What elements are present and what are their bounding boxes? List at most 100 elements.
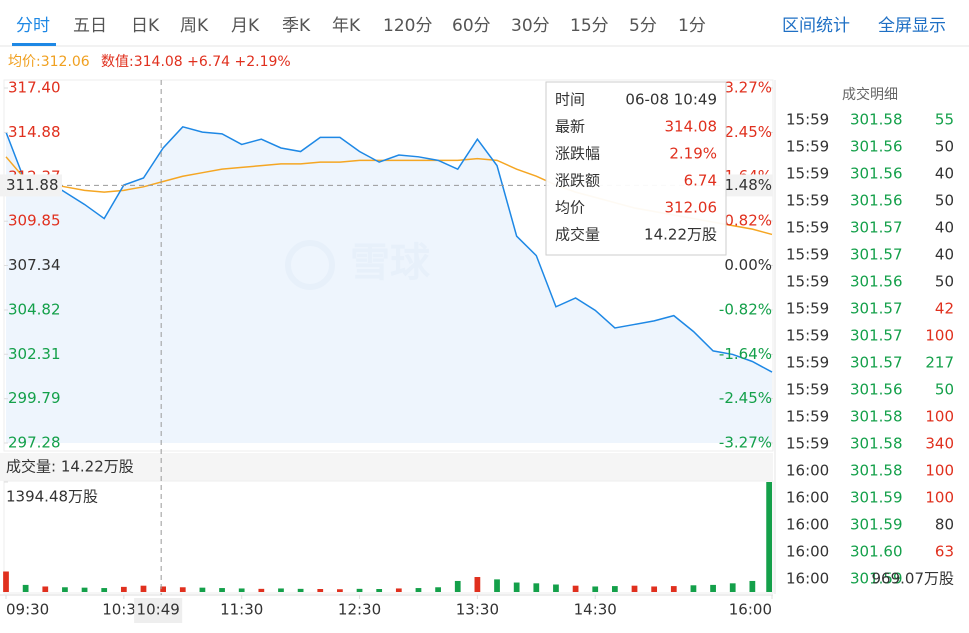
y-tick-label: 307.34 [8,256,61,274]
volume-bar [337,589,343,592]
volume-bar [454,580,461,592]
tab[interactable]: 15分 [570,16,609,36]
avg-info: 均价:312.06 [8,54,90,70]
tooltip-value: 314.08 [665,118,718,136]
trade-time: 15:59 [786,246,829,264]
trade-volume: 42 [935,300,954,318]
y-tick-label: 297.28 [8,434,61,452]
tab[interactable]: 五日 [73,16,107,36]
trade-price: 301.57 [850,327,903,345]
trade-price: 301.56 [850,165,903,183]
volume-bar [278,588,284,592]
tab[interactable]: 季K [282,16,311,36]
trade-price: 301.58 [850,111,903,129]
tab[interactable]: 120分 [383,16,432,36]
price-area [6,126,772,443]
volume-bar [356,588,363,592]
trade-time: 16:00 [786,462,829,480]
tooltip-label: 涨跌额 [555,172,600,190]
trades-total: 969.07万股 [872,570,955,588]
y2-tick-label: -0.82% [719,301,772,319]
trade-price: 301.60 [850,543,903,561]
volume-bar [651,586,658,592]
trade-volume: 40 [935,246,954,264]
volume-bar [513,582,520,592]
trade-price: 301.56 [850,273,903,291]
y2-tick-label: 2.45% [724,123,772,141]
price-line [5,125,773,373]
trade-volume: 100 [925,408,954,426]
trade-volume: 50 [935,381,954,399]
trade-time: 15:59 [786,300,829,318]
trade-time: 15:59 [786,354,829,372]
trade-price: 301.57 [850,246,903,264]
crosshair-time: 10:49 [137,601,180,619]
active-tab-underline [12,43,56,46]
trade-volume: 50 [935,138,954,156]
volume-title: 成交量: 14.22万股 [6,458,134,476]
x-tick-label: 11:30 [220,601,263,619]
tab[interactable]: 周K [180,16,209,36]
x-tick-label: 16:00 [729,601,772,619]
tab[interactable]: 30分 [511,16,550,36]
tab[interactable]: 60分 [452,16,491,36]
trade-time: 15:59 [786,192,829,210]
volume-bar [101,588,108,592]
tab[interactable]: 1分 [678,16,706,36]
tooltip-value: 06-08 10:49 [625,91,717,109]
trade-price: 301.57 [850,300,903,318]
trade-volume: 340 [925,435,954,453]
tooltip-label: 时间 [555,91,585,109]
trade-time: 15:59 [786,327,829,345]
volume-bar [611,586,618,592]
volume-bar [22,584,29,592]
volume-bar [592,586,599,592]
tab[interactable]: 年K [332,16,361,36]
tooltip-value: 312.06 [665,199,718,217]
volume-bar [631,585,638,592]
volume-bar [494,579,500,592]
volume-bar [474,577,481,592]
y-tick-label: 309.85 [8,212,61,230]
tab[interactable]: 5分 [629,16,657,36]
trades-title: 成交明细 [842,86,898,103]
trade-volume: 55 [935,111,954,129]
y2-tick-label: 3.27% [724,79,772,97]
trade-price: 301.57 [850,354,903,372]
y-tick-label: 299.79 [8,389,61,407]
trade-time: 15:59 [786,138,829,156]
volume-bar [120,586,127,592]
y2-tick-label: -1.64% [719,345,772,363]
x-tick-label: 13:30 [456,601,499,619]
volume-bar [179,587,186,592]
trade-price: 301.57 [850,219,903,237]
trade-volume: 217 [925,354,954,372]
link[interactable]: 区间统计 [782,16,850,36]
link[interactable]: 全屏显示 [878,16,946,36]
tab[interactable]: 日K [131,16,160,36]
tab[interactable]: 分时 [16,16,50,36]
y2-tick-label: 0.00% [724,256,772,274]
y2-tick-label: -2.45% [719,389,772,407]
trade-time: 15:59 [786,219,829,237]
y-tick-label: 317.40 [8,79,61,97]
trade-price: 301.56 [850,381,903,399]
volume-bar [766,482,772,592]
trade-time: 16:00 [786,570,829,588]
volume-bar [376,589,383,592]
volume-tick-label: 1394.48万股 [6,488,98,506]
volume-bar [258,588,265,592]
trade-time: 16:00 [786,516,829,534]
trade-time: 15:59 [786,165,829,183]
volume-bar [670,586,677,592]
trade-time: 16:00 [786,489,829,507]
volume-bar [238,588,245,592]
volume-bar [533,583,540,592]
volume-bar [3,571,9,592]
tooltip [545,81,727,256]
x-tick-label: 09:30 [6,601,49,619]
volume-bar [395,588,402,592]
x-tick-label: 12:30 [338,601,381,619]
tab[interactable]: 月K [231,16,260,36]
